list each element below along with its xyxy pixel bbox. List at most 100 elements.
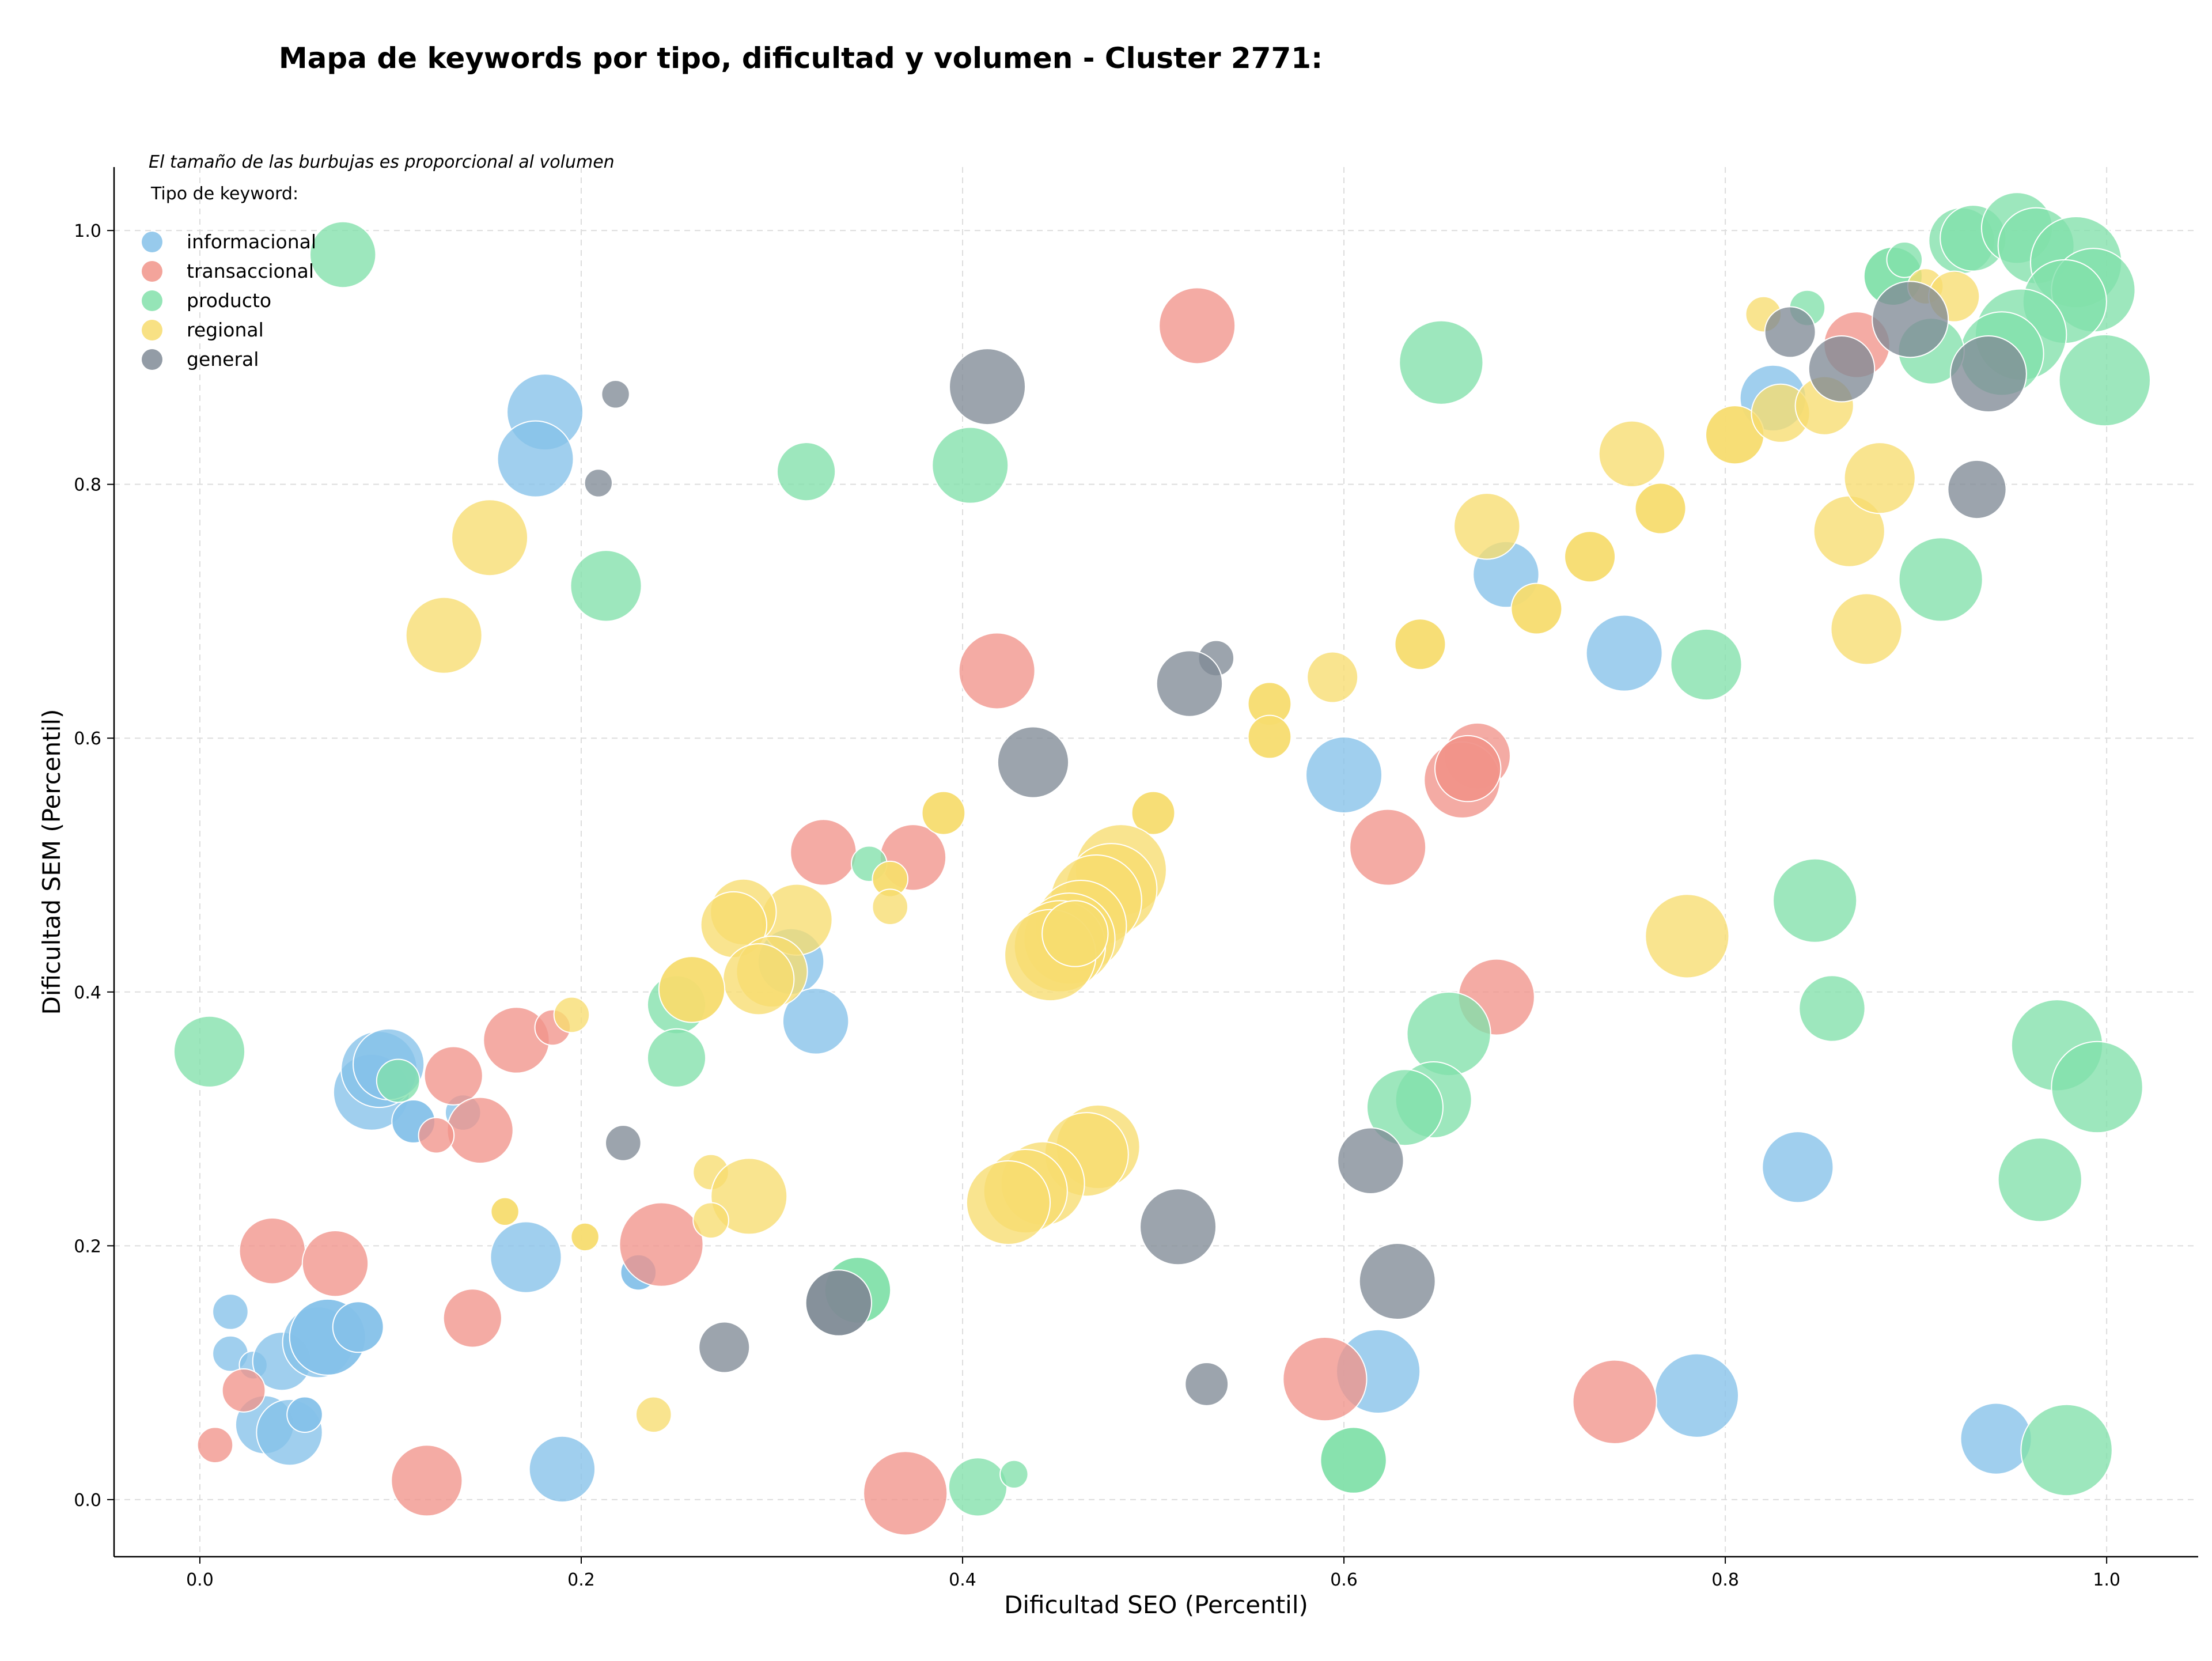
bubble-producto <box>1886 241 1923 278</box>
bubble-transaccional <box>442 1288 502 1348</box>
bubble-general <box>1949 335 2027 413</box>
bubble-regional <box>1041 900 1109 967</box>
bubble-producto <box>1366 1069 1444 1147</box>
bubble-regional <box>451 499 529 577</box>
bubble-informacional <box>1762 1131 1834 1204</box>
bubble-transaccional <box>423 1046 483 1106</box>
bubble-general <box>1808 335 1876 403</box>
bubble-regional <box>1634 482 1687 535</box>
bubble-general <box>601 380 630 409</box>
bubble-general <box>1184 1362 1229 1406</box>
x-tick-label: 0.4 <box>949 1570 976 1590</box>
bubble-producto <box>999 1459 1029 1489</box>
bubble-producto <box>1320 1427 1387 1494</box>
bubbles-layer <box>173 192 2152 1536</box>
bubble-transaccional <box>391 1444 463 1517</box>
bubble-informacional <box>1960 1402 2032 1475</box>
bubble-producto <box>2058 334 2152 427</box>
bubble-transaccional <box>958 632 1036 710</box>
y-tick-label: 1.0 <box>74 221 101 241</box>
bubble-general <box>997 726 1070 799</box>
y-tick-label: 0.8 <box>74 475 101 495</box>
bubble-informacional <box>497 420 574 498</box>
bubble-producto <box>376 1058 421 1103</box>
bubble-regional <box>1645 894 1730 979</box>
legend: informacional transaccional producto region… <box>142 230 316 370</box>
size-note: El tamaño de las burbujas es proporciona… <box>149 152 615 172</box>
bubble-transaccional <box>1349 808 1427 886</box>
bubble-regional <box>710 1157 788 1235</box>
bubble-producto <box>1798 975 1866 1042</box>
legend-title: Tipo de keyword: <box>150 184 298 204</box>
bubble-general <box>1139 1188 1217 1266</box>
axes <box>113 167 2198 1558</box>
bubble-producto <box>1997 1137 2082 1223</box>
legend-marker-regional <box>142 320 162 340</box>
bubble-general <box>584 468 613 498</box>
x-tick-label: 0.6 <box>1330 1570 1358 1590</box>
bubble-informacional <box>1585 614 1663 692</box>
bubble-general <box>1358 1243 1436 1321</box>
bubble-regional <box>1564 531 1616 583</box>
bubble-producto <box>570 550 642 622</box>
bubble-general <box>949 348 1027 426</box>
bubble-transaccional <box>418 1117 455 1154</box>
bubble-informacional <box>212 1293 249 1330</box>
y-tick-label: 0.0 <box>74 1490 101 1511</box>
x-tick-label: 0.0 <box>186 1570 214 1590</box>
legend-label-producto: producto <box>187 289 271 312</box>
legend-marker-informacional <box>142 232 162 252</box>
legend-marker-transaccional <box>142 261 162 282</box>
bubble-regional <box>1510 582 1563 635</box>
bubble-producto <box>1898 537 1983 622</box>
bubble-transaccional <box>1434 735 1502 803</box>
bubble-regional <box>1247 714 1292 759</box>
x-tick-label: 0.8 <box>1711 1570 1739 1590</box>
bubble-informacional <box>1305 736 1383 814</box>
bubble-transaccional <box>863 1451 948 1536</box>
bubble-general <box>605 1125 642 1161</box>
bubble-regional <box>1843 442 1916 514</box>
x-axis-label: Dificultad SEO (Percentil) <box>1004 1591 1308 1619</box>
x-tick-label: 0.2 <box>567 1570 595 1590</box>
bubble-regional <box>692 1202 729 1239</box>
bubble-producto <box>1772 858 1858 943</box>
bubble-informacional <box>490 1221 562 1293</box>
bubble-transaccional <box>619 1202 704 1287</box>
bubble-regional <box>490 1197 520 1227</box>
bubble-transaccional <box>238 1217 306 1285</box>
bubble-producto <box>646 1028 707 1088</box>
bubble-producto <box>948 1457 1008 1517</box>
bubble-producto <box>173 1015 246 1088</box>
bubble-transaccional <box>1282 1337 1368 1422</box>
legend-label-informacional: informacional <box>187 230 316 253</box>
bubble-regional <box>553 996 590 1034</box>
bubble-transaccional <box>221 1368 266 1413</box>
bubble-general <box>1337 1127 1404 1194</box>
y-tick-label: 0.6 <box>74 729 101 749</box>
bubble-regional <box>872 888 909 925</box>
bubble-producto <box>309 221 377 289</box>
bubble-transaccional <box>1572 1359 1657 1444</box>
bubble-informacional <box>286 1396 323 1433</box>
bubble-transaccional <box>446 1096 514 1164</box>
bubble-informacional <box>528 1435 596 1503</box>
bubble-producto <box>931 426 1009 504</box>
legend-label-regional: regional <box>187 319 264 341</box>
bubble-general <box>698 1321 751 1374</box>
bubble-general <box>1872 281 1949 358</box>
x-tick-label: 1.0 <box>2093 1570 2120 1590</box>
bubble-regional <box>965 1160 1051 1246</box>
bubble-producto <box>776 442 836 502</box>
bubble-regional <box>1453 493 1521 560</box>
bubble-regional <box>1830 593 1903 665</box>
bubble-producto <box>2020 1403 2113 1497</box>
bubble-regional <box>658 956 726 1023</box>
bubble-general <box>805 1269 873 1337</box>
y-tick-label: 0.2 <box>74 1236 101 1257</box>
bubble-regional <box>405 596 483 674</box>
bubble-informacional <box>1654 1353 1740 1438</box>
bubble-transaccional <box>790 819 857 886</box>
bubble-regional <box>722 943 795 1016</box>
